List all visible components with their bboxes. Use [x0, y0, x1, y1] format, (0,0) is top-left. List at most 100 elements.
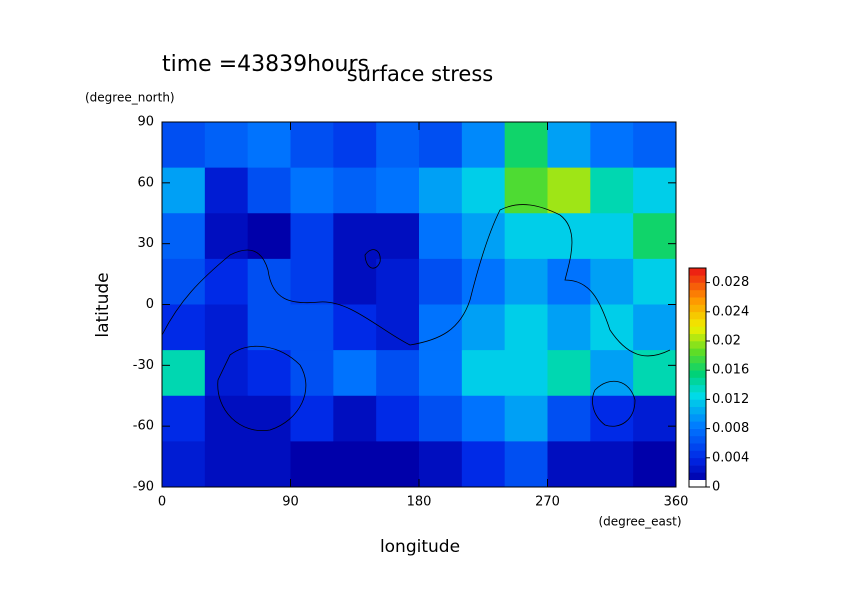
colorbar-frame: [688, 267, 707, 488]
colorbar-swatch: [689, 421, 706, 429]
field: [162, 122, 677, 488]
x-tick-label: 360: [664, 495, 689, 510]
x-axis-label: longitude: [380, 537, 460, 557]
field-cell: [162, 213, 206, 260]
chart-title: surface stress: [347, 62, 493, 86]
colorbar-tick-label: 0.008: [712, 421, 749, 436]
field-cell: [461, 350, 506, 397]
colorbar-swatch: [689, 341, 706, 349]
field-cell: [290, 395, 334, 442]
colorbar-swatch: [689, 355, 706, 364]
colorbar-swatch: [689, 275, 706, 283]
field-cell: [204, 350, 249, 397]
field-cell: [204, 258, 249, 305]
field-cell: [290, 167, 334, 214]
colorbar-tick-label: 0.016: [712, 363, 749, 378]
field-cell: [290, 258, 334, 305]
field-cell: [547, 441, 591, 488]
colorbar-swatch: [689, 326, 706, 334]
field-cell: [547, 122, 591, 169]
field-cell: [590, 258, 634, 305]
field-cell: [333, 167, 377, 214]
field-cell: [590, 395, 634, 442]
field-cell: [333, 395, 377, 442]
field-cell: [547, 167, 591, 214]
colorbar-tick-label: 0.012: [712, 392, 749, 407]
colorbar-tick-label: 0: [712, 480, 720, 495]
field-cell: [590, 350, 634, 397]
field-cell: [590, 213, 634, 260]
field-cell: [376, 258, 420, 305]
field-cell: [633, 395, 677, 442]
field-cell: [461, 258, 506, 305]
y-unit: (degree_north): [85, 91, 175, 105]
field-cell: [590, 441, 634, 488]
y-axis-label: latitude: [93, 272, 113, 337]
field-cell: [376, 441, 420, 488]
field-cell: [204, 167, 249, 214]
field-cell: [547, 213, 591, 260]
colorbar-tick-label: 0.028: [712, 275, 749, 290]
field-cell: [419, 395, 463, 442]
field-cell: [461, 441, 506, 488]
field-cell: [419, 258, 463, 305]
colorbar-swatch: [689, 392, 706, 400]
field-cell: [162, 167, 206, 214]
field-cell: [504, 350, 548, 397]
field-cell: [547, 395, 591, 442]
field-cell: [162, 441, 206, 488]
colorbar-swatch: [689, 465, 706, 473]
field-cell: [204, 122, 249, 169]
field-cell: [376, 122, 420, 169]
field-cell: [333, 258, 377, 305]
field-cell: [590, 167, 634, 214]
field-cell: [162, 122, 206, 169]
x-tick-label: 180: [407, 495, 432, 510]
colorbar-swatch: [689, 348, 706, 356]
colorbar-swatch: [689, 333, 706, 342]
y-tick-label: 30: [137, 236, 154, 251]
y-tick-label: -30: [133, 358, 154, 373]
colorbar-swatch: [689, 399, 706, 407]
field-cell: [247, 350, 291, 397]
field-cell: [290, 304, 334, 351]
field-cell: [547, 304, 591, 351]
x-tick-label: 90: [282, 495, 299, 510]
field-cell: [333, 350, 377, 397]
colorbar-swatch: [689, 457, 706, 466]
colorbar-swatch: [689, 319, 706, 327]
field-cell: [333, 122, 377, 169]
field-cell: [204, 441, 249, 488]
field-cell: [590, 122, 634, 169]
field-cell: [504, 167, 548, 214]
field-cell: [162, 304, 206, 351]
field-cell: [290, 350, 334, 397]
colorbar-swatch: [689, 384, 706, 393]
chart-subtitle: time =43839hours: [162, 52, 369, 77]
field-cell: [633, 350, 677, 397]
y-tick-label: 90: [137, 115, 154, 130]
colorbar-swatch: [689, 406, 706, 415]
field-cell: [376, 395, 420, 442]
x-tick-label: 270: [535, 495, 560, 510]
field-cell: [633, 213, 677, 260]
y-tick-label: -90: [133, 480, 154, 495]
x-tick-label: 0: [158, 495, 166, 510]
field-cell: [419, 122, 463, 169]
x-unit: (degree_east): [598, 515, 681, 529]
colorbar-swatch: [689, 479, 706, 488]
colorbar-swatch: [689, 297, 706, 305]
field-cell: [162, 395, 206, 442]
field-cell: [333, 441, 377, 488]
field-cell: [247, 395, 291, 442]
field-cell: [376, 304, 420, 351]
field-cell: [419, 213, 463, 260]
y-tick-label: 0: [146, 297, 154, 312]
field-cell: [461, 395, 506, 442]
colorbar-swatch: [689, 414, 706, 422]
field-cell: [504, 304, 548, 351]
colorbar: [689, 268, 706, 488]
colorbar-swatch: [689, 428, 706, 437]
field-cell: [419, 304, 463, 351]
